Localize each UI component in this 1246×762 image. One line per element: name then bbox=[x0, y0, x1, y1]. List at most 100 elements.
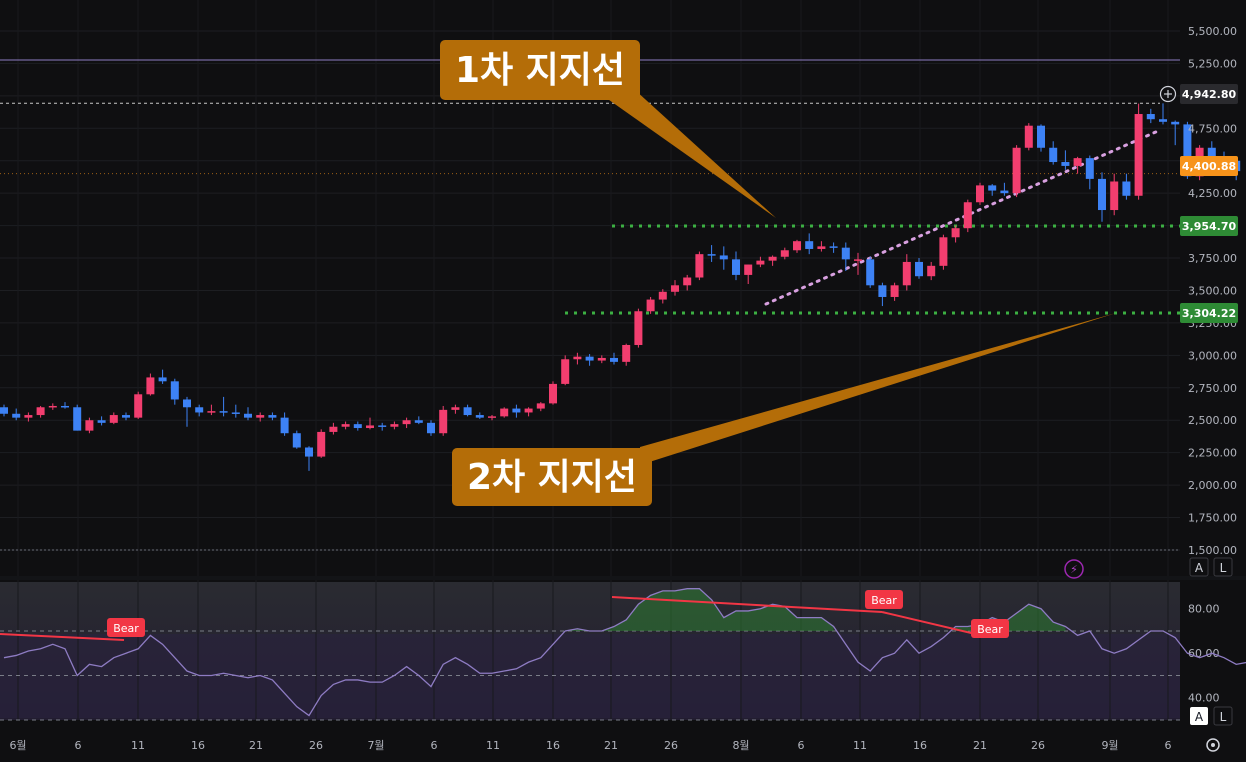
candle-body bbox=[256, 415, 265, 418]
price-tick: 4,250.00 bbox=[1188, 187, 1237, 200]
callouts: 1차 지지선 2차 지지선 bbox=[440, 40, 1116, 506]
candle-body bbox=[1024, 125, 1033, 148]
time-tick: 6월 bbox=[9, 739, 26, 752]
rsi-auto-scale-label: A bbox=[1195, 710, 1204, 724]
time-tick: 11 bbox=[853, 739, 867, 752]
settings-button[interactable] bbox=[1206, 738, 1220, 752]
plus-icon[interactable] bbox=[1159, 85, 1177, 103]
time-tick: 9월 bbox=[1101, 739, 1118, 752]
bear-label-box bbox=[971, 619, 1009, 638]
candle-body bbox=[341, 424, 350, 427]
auto-scale-label: A bbox=[1195, 561, 1204, 575]
candle-body bbox=[402, 420, 411, 425]
candle-body bbox=[610, 357, 618, 362]
candle-body bbox=[317, 431, 326, 457]
candle-body bbox=[390, 424, 399, 427]
price-tick: 2,750.00 bbox=[1188, 382, 1237, 395]
price-tick: 2,250.00 bbox=[1188, 447, 1237, 460]
lightning-icon: ⚡ bbox=[1070, 563, 1078, 576]
candle-body bbox=[683, 277, 692, 286]
candle-body bbox=[646, 299, 655, 312]
candle-body bbox=[366, 425, 374, 429]
support1-label: 1차 지지선 bbox=[455, 50, 625, 91]
candle-body bbox=[48, 405, 57, 408]
candle-body bbox=[671, 285, 679, 292]
bear-label: Bear bbox=[871, 594, 897, 607]
candle-body bbox=[585, 356, 594, 361]
candle-body bbox=[768, 256, 777, 261]
price-tick: 3,000.00 bbox=[1188, 349, 1237, 362]
time-tick: 26 bbox=[309, 739, 323, 752]
add-alert-button[interactable] bbox=[1159, 85, 1177, 103]
candle-body bbox=[85, 420, 94, 431]
candle-body bbox=[97, 420, 106, 423]
candle-body bbox=[1098, 178, 1106, 211]
time-tick: 16 bbox=[546, 739, 560, 752]
candle-body bbox=[902, 261, 911, 286]
rsi-line bbox=[3, 588, 1246, 717]
bear-label: Bear bbox=[977, 623, 1003, 636]
candle-body bbox=[744, 264, 753, 275]
indicator-icon[interactable] bbox=[1064, 559, 1084, 579]
controls: ⚡ A L A L bbox=[1064, 557, 1233, 752]
candle-body bbox=[500, 408, 509, 417]
candle-body bbox=[1159, 119, 1167, 122]
rsi-log-scale-button[interactable] bbox=[1213, 706, 1233, 726]
time-tick: 16 bbox=[191, 739, 205, 752]
candle-body bbox=[951, 228, 960, 238]
candle-body bbox=[122, 415, 130, 418]
candle-body bbox=[829, 246, 838, 248]
candle-body bbox=[939, 237, 948, 266]
rsi-band bbox=[0, 634, 1180, 718]
log-scale-label: L bbox=[1220, 561, 1227, 575]
candle-body bbox=[0, 407, 8, 414]
candle-body bbox=[817, 246, 826, 249]
candle-body bbox=[1110, 181, 1119, 211]
candle-body bbox=[1037, 125, 1045, 148]
price-tick: 5,500.00 bbox=[1188, 25, 1237, 38]
candle-body bbox=[793, 241, 801, 251]
candle-body bbox=[1000, 190, 1009, 194]
candle-body bbox=[305, 447, 313, 457]
log-scale-button[interactable] bbox=[1213, 557, 1233, 577]
bear-label-box bbox=[107, 618, 145, 637]
rsi-auto-scale-button[interactable] bbox=[1190, 707, 1208, 725]
candle-body bbox=[170, 381, 179, 400]
support2-badge bbox=[1180, 303, 1238, 323]
candle-body bbox=[805, 241, 814, 249]
bear-label-box bbox=[865, 590, 903, 609]
candle-body bbox=[24, 415, 33, 418]
candle-body bbox=[622, 344, 631, 362]
candle-body bbox=[451, 407, 460, 410]
gear-icon[interactable] bbox=[1206, 738, 1220, 752]
candle-body bbox=[1207, 147, 1216, 159]
candle-body bbox=[463, 407, 472, 416]
price-badges: 4,942.80 4,400.88 3,954.70 3,304.22 bbox=[1159, 84, 1238, 323]
time-tick: 8월 bbox=[732, 739, 749, 752]
price-tick: 2,000.00 bbox=[1188, 479, 1237, 492]
auto-scale-button[interactable] bbox=[1189, 557, 1209, 577]
support2-price: 3,304.22 bbox=[1182, 307, 1236, 320]
divergence-line bbox=[881, 611, 989, 638]
overbought-fill bbox=[565, 588, 834, 631]
candle-body bbox=[854, 259, 862, 261]
candle-body bbox=[231, 412, 240, 414]
candle-body bbox=[292, 433, 301, 448]
rsi-tick: 40.00 bbox=[1188, 692, 1220, 705]
last-price: 4,400.88 bbox=[1182, 160, 1236, 173]
candle-body bbox=[1146, 114, 1155, 120]
candle-body bbox=[1085, 158, 1094, 179]
trendline bbox=[764, 129, 1160, 306]
candle-body bbox=[183, 399, 191, 408]
candle-body bbox=[707, 254, 716, 256]
time-tick: 7월 bbox=[367, 739, 384, 752]
candle-body bbox=[109, 415, 118, 423]
candle-body bbox=[195, 407, 204, 413]
time-tick: 21 bbox=[973, 739, 987, 752]
divergence-line bbox=[611, 596, 883, 613]
candle-body bbox=[512, 408, 521, 413]
candle-body bbox=[536, 403, 545, 409]
candle-body bbox=[963, 202, 972, 229]
